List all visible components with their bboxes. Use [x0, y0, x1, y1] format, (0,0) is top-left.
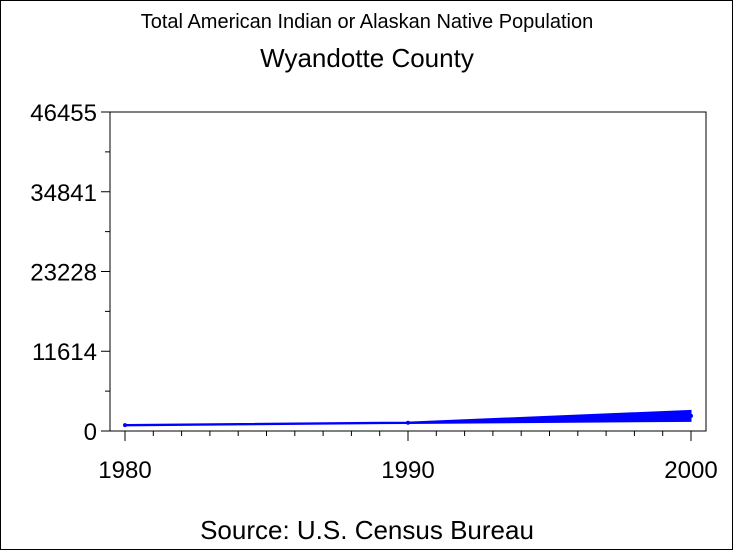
chart-title: Total American Indian or Alaskan Native … [141, 11, 594, 33]
y-tick-label: 34841 [30, 180, 97, 207]
y-tick-label: 46455 [30, 100, 97, 127]
y-axis: 0 11614 23228 34841 46455 [30, 100, 110, 446]
y-tick-label: 23228 [30, 259, 97, 286]
series-group [123, 409, 693, 428]
y-tick-label: 0 [84, 419, 97, 446]
x-tick-label: 1990 [381, 457, 434, 484]
x-tick-label: 1980 [98, 457, 151, 484]
x-axis: 1980 1990 2000 [98, 431, 718, 484]
data-point [123, 423, 127, 428]
y-tick-label: 11614 [32, 339, 97, 366]
data-point [689, 413, 693, 418]
source-note: Source: U.S. Census Bureau [200, 515, 534, 545]
plot-area [109, 111, 707, 432]
x-tick-label: 2000 [664, 457, 717, 484]
chart-subtitle: Wyandotte County [260, 43, 474, 73]
data-point [406, 420, 410, 425]
